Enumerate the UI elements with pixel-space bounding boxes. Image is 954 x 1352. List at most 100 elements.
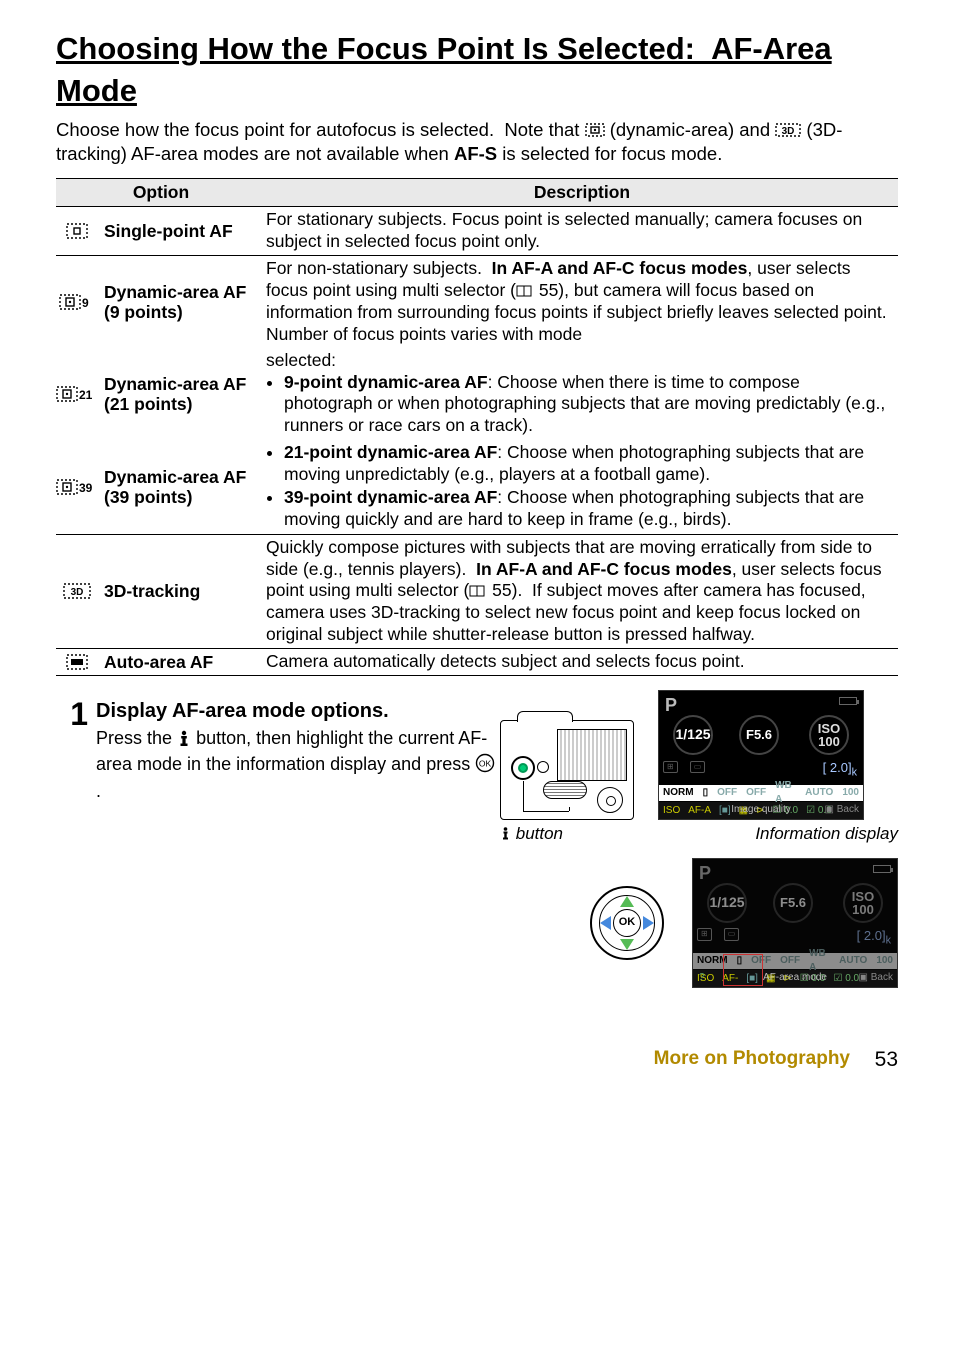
ok-button-icon: OK bbox=[475, 753, 495, 779]
status-off2: OFF bbox=[780, 954, 800, 968]
page-ref-icon bbox=[516, 280, 534, 300]
shutter-prefix: 1/ bbox=[675, 726, 687, 742]
intro-text-2: (dynamic-area) and bbox=[610, 119, 776, 140]
arrow-down-icon bbox=[620, 939, 634, 950]
battery-icon bbox=[839, 697, 857, 705]
col-option: Option bbox=[56, 178, 266, 207]
body-text: Press the bbox=[96, 728, 177, 748]
page-title: Choosing How the Focus Point Is Selected… bbox=[56, 28, 898, 112]
intro-text-4: is selected for focus mode. bbox=[502, 143, 722, 164]
body-text: . bbox=[96, 781, 101, 801]
status-auto: AUTO bbox=[805, 786, 833, 800]
status-sd: ▯ bbox=[703, 786, 709, 800]
row-desc: For non-stationary subjects. In AF-A and… bbox=[266, 256, 898, 348]
status-auto: AUTO bbox=[839, 954, 867, 968]
li-bold: 9-point dynamic-area AF bbox=[284, 372, 488, 392]
svg-text:3D: 3D bbox=[782, 126, 795, 137]
info-display-2: P 1/125 F5.6 ISO100 ⊞▭ [ 2.0]k NORM ▯ OF… bbox=[692, 858, 898, 988]
row-label: 3D-tracking bbox=[104, 534, 266, 648]
dyn9-icon: 9 bbox=[56, 256, 104, 348]
table-row: 3D 3D-tracking Quickly compose pictures … bbox=[56, 534, 898, 648]
tracking-3d-row-icon: 3D bbox=[56, 534, 104, 648]
row-label: Single-point AF bbox=[104, 207, 266, 256]
mode-P: P bbox=[699, 861, 711, 885]
col-description: Description bbox=[266, 178, 898, 207]
afs-text: AF-S bbox=[454, 143, 497, 164]
camera-back-diagram bbox=[500, 720, 634, 820]
desc-bold: In AF-A and AF-C focus modes bbox=[492, 258, 748, 278]
row-label: Dynamic-area AF (9 points) bbox=[104, 256, 266, 348]
row-label-b: (9 points) bbox=[104, 302, 183, 322]
svg-text:OK: OK bbox=[479, 759, 492, 769]
aperture-val: 5.6 bbox=[788, 895, 806, 910]
row-label: Dynamic-area AF (21 points) bbox=[104, 348, 266, 441]
aperture-dial: F5.6 bbox=[739, 715, 779, 755]
f-prefix: F bbox=[746, 727, 754, 742]
desc-bold: In AF-A and AF-C focus modes bbox=[476, 559, 732, 579]
iso-val: 100 bbox=[852, 902, 874, 917]
caption-info-display: Information display bbox=[660, 823, 898, 846]
step-body: Press the button, then highlight the cur… bbox=[96, 727, 500, 803]
svg-text:21: 21 bbox=[79, 388, 93, 402]
tracking-3d-icon: 3D bbox=[775, 119, 806, 140]
row-label: Dynamic-area AF (39 points) bbox=[104, 440, 266, 534]
intro-paragraph: Choose how the focus point for autofocus… bbox=[56, 118, 898, 166]
aperture-val: 5.6 bbox=[754, 727, 772, 742]
dyn21-icon: 21 bbox=[56, 348, 104, 441]
list-item: 21-point dynamic-area AF: Choose when ph… bbox=[284, 442, 892, 486]
iso-dial: ISO100 bbox=[843, 883, 883, 923]
row-label-b: (21 points) bbox=[104, 394, 192, 414]
svg-text:9: 9 bbox=[82, 296, 89, 310]
row-desc: For stationary subjects. Focus point is … bbox=[266, 207, 898, 256]
table-row: 39 Dynamic-area AF (39 points) 21-point … bbox=[56, 440, 898, 534]
bb-back: ▣ Back bbox=[859, 971, 893, 985]
svg-text:39: 39 bbox=[79, 481, 93, 495]
li-bold: 21-point dynamic-area AF bbox=[284, 442, 497, 462]
table-row: Single-point AF For stationary subjects.… bbox=[56, 207, 898, 256]
caption-text: button bbox=[516, 824, 563, 843]
step-heading: Display AF-area mode options. bbox=[96, 698, 500, 725]
table-row: Auto-area AF Camera automatically detect… bbox=[56, 649, 898, 676]
dynamic-area-icon bbox=[585, 119, 610, 140]
i-button-icon bbox=[177, 729, 191, 753]
ok-center: OK bbox=[613, 909, 641, 937]
iso-dial: ISO100 bbox=[809, 715, 849, 755]
aperture-dial: F5.6 bbox=[773, 883, 813, 923]
arrow-left-icon bbox=[600, 916, 611, 930]
page-ref-icon bbox=[469, 580, 487, 600]
af-modes-table: Option Description Single-point AF For s… bbox=[56, 178, 898, 676]
mode-P: P bbox=[665, 693, 677, 717]
row-label-a: Dynamic-area AF bbox=[104, 282, 246, 302]
table-row: 9 Dynamic-area AF (9 points) For non-sta… bbox=[56, 256, 898, 348]
status-100: 100 bbox=[876, 954, 893, 968]
dyn39-icon: 39 bbox=[56, 440, 104, 534]
row-label-b: (39 points) bbox=[104, 487, 192, 507]
step-1: 1 Display AF-area mode options. Press th… bbox=[56, 698, 898, 988]
shutter-val: 125 bbox=[687, 726, 710, 742]
meter-row: ⊞▭ bbox=[663, 761, 813, 773]
i-button-icon bbox=[500, 824, 516, 843]
battery-icon bbox=[873, 865, 891, 873]
step-number: 1 bbox=[56, 698, 96, 988]
caption-i-button: button bbox=[500, 823, 660, 846]
shutter-val: 125 bbox=[721, 894, 744, 910]
frames-remaining: [ 2.0]k bbox=[823, 759, 857, 780]
step-graphics: P 1/125 F5.6 ISO100 ⊞▭ [ 2.0]k NORM ▯ OF… bbox=[500, 698, 898, 988]
meter-row: ⊞▭ bbox=[697, 929, 847, 941]
li-bold: 39-point dynamic-area AF bbox=[284, 487, 497, 507]
status-off1: OFF bbox=[717, 786, 737, 800]
status-off2: OFF bbox=[746, 786, 766, 800]
row-desc: Camera automatically detects subject and… bbox=[266, 649, 898, 676]
page-footer: More on Photography 53 bbox=[56, 1048, 898, 1072]
row-label-a: Dynamic-area AF bbox=[104, 374, 246, 394]
intro-text-1: Choose how the focus point for autofocus… bbox=[56, 119, 585, 140]
row-label: Auto-area AF bbox=[104, 649, 266, 676]
multi-selector-diagram: OK bbox=[590, 886, 664, 960]
desc-text: selected: bbox=[266, 350, 336, 370]
info-display-1: P 1/125 F5.6 ISO100 ⊞▭ [ 2.0]k NORM ▯ OF… bbox=[658, 690, 864, 820]
arrow-right-icon bbox=[643, 916, 654, 930]
row-label-a: Dynamic-area AF bbox=[104, 467, 246, 487]
row-desc: selected: 9-point dynamic-area AF: Choos… bbox=[266, 348, 898, 441]
bb-back: ▣ Back bbox=[825, 803, 859, 817]
table-row: 21 Dynamic-area AF (21 points) selected:… bbox=[56, 348, 898, 441]
